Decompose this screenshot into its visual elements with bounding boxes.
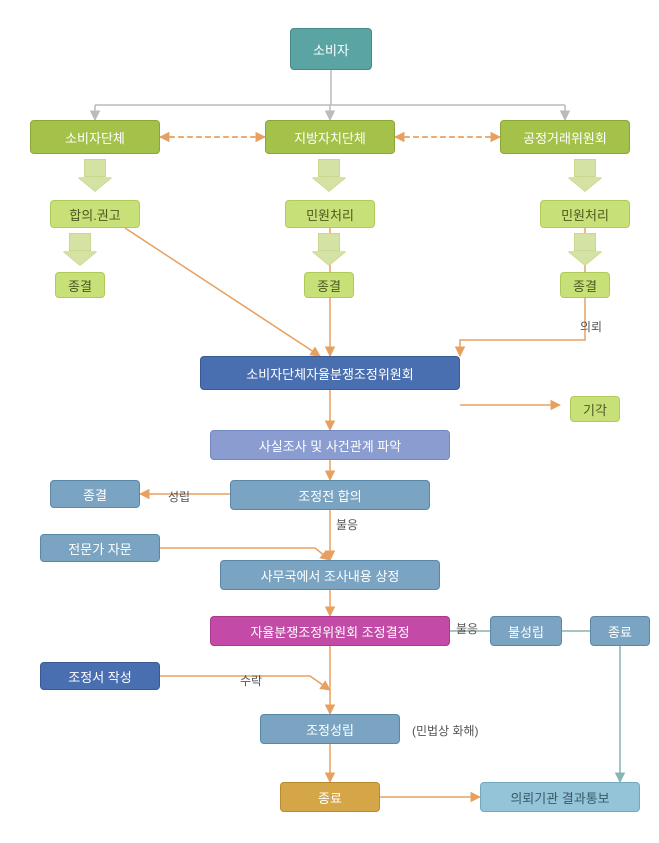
node-doc: 조정서 작성 [40,662,160,690]
node-submit: 사무국에서 조사내용 상정 [220,560,440,590]
flow-arrow-icon [63,233,97,265]
node-consumer: 소비자 [290,28,372,70]
flow-arrow-icon [568,159,602,191]
node-end1: 종결 [55,272,105,298]
node-preagree: 조정전 합의 [230,480,430,510]
node-end3: 종결 [560,272,610,298]
node-committee: 소비자단체자율분쟁조정위원회 [200,356,460,390]
node-group: 소비자단체 [30,120,160,154]
node-reject: 기각 [570,396,620,422]
edge-label-accept: 수락 [240,672,262,689]
node-end2: 종결 [304,272,354,298]
node-complaint1: 민원처리 [285,200,375,228]
edge-label-establish: 성립 [168,488,190,505]
edge-label-refer: 의뢰 [580,318,602,335]
node-facts: 사실조사 및 사건관계 파악 [210,430,450,460]
flow-arrow-icon [78,159,112,191]
node-complaint2: 민원처리 [540,200,630,228]
flow-arrow-icon [568,233,602,265]
node-decision: 자율분쟁조정위원회 조정결정 [210,616,450,646]
flowchart-canvas: 소비자소비자단체지방자치단체공정거래위원회합의.권고민원처리민원처리종결종결종결… [0,0,659,843]
edge-label-refuse2: 불응 [456,620,478,637]
node-fail: 불성립 [490,616,562,646]
node-agree: 합의.권고 [50,200,140,228]
node-end5: 종료 [280,782,380,812]
edge-label-refuse1: 불응 [336,516,358,533]
edge-label-civillaw: (민법상 화해) [412,722,479,739]
node-ftc: 공정거래위원회 [500,120,630,154]
node-notify: 의뢰기관 결과통보 [480,782,640,812]
node-established: 조정성립 [260,714,400,744]
node-endfail: 종료 [590,616,650,646]
node-local: 지방자치단체 [265,120,395,154]
node-end4: 종결 [50,480,140,508]
flow-arrow-icon [312,159,346,191]
flow-arrow-icon [312,233,346,265]
node-expert: 전문가 자문 [40,534,160,562]
